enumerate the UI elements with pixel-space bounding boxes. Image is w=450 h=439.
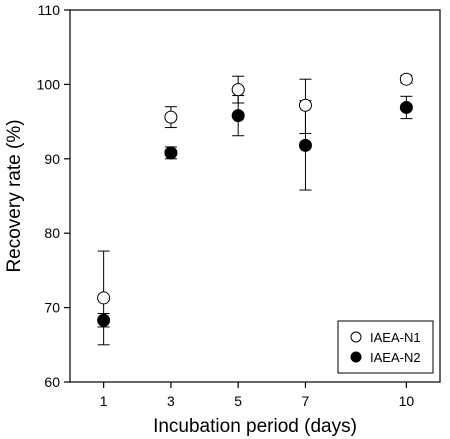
legend-label-iaea-n1: IAEA-N1 <box>370 330 421 345</box>
y-tick-label-80: 80 <box>44 225 60 241</box>
x-axis-label: Incubation period (days) <box>153 416 357 437</box>
point-iaea-n2-10 <box>399 100 413 114</box>
x-tick-label-10: 10 <box>399 393 415 409</box>
legend: IAEA-N1 IAEA-N2 <box>337 320 434 374</box>
plot-frame <box>69 9 441 383</box>
y-tick-label-110: 110 <box>38 2 61 18</box>
point-iaea-n2-1 <box>97 313 111 327</box>
legend-marker-iaea-n2 <box>350 351 362 363</box>
y-tick-label-90: 90 <box>44 151 60 167</box>
point-iaea-n1-7 <box>298 98 312 112</box>
y-axis-ticks: 60 70 80 90 100 110 <box>37 2 70 390</box>
y-tick-label-60: 60 <box>44 374 60 390</box>
x-tick-label-1: 1 <box>100 393 108 409</box>
point-iaea-n1-1 <box>97 291 111 305</box>
legend-box <box>337 320 434 374</box>
x-axis-ticks: 1 3 5 7 10 <box>100 382 415 409</box>
point-iaea-n2-5 <box>231 109 245 123</box>
x-tick-label-7: 7 <box>302 393 310 409</box>
point-iaea-n1-10 <box>399 72 413 86</box>
x-tick-label-5: 5 <box>234 393 242 409</box>
x-tick-label-3: 3 <box>167 393 175 409</box>
point-iaea-n1-3 <box>164 110 178 124</box>
legend-label-iaea-n2: IAEA-N2 <box>370 350 421 365</box>
y-tick-label-70: 70 <box>44 300 60 316</box>
point-iaea-n1-5 <box>231 83 245 97</box>
y-tick-label-100: 100 <box>37 76 61 92</box>
point-iaea-n2-7 <box>298 138 312 152</box>
data-marks <box>97 72 413 346</box>
legend-marker-iaea-n1 <box>350 331 362 343</box>
y-axis-label: Recovery rate (%) <box>4 119 25 272</box>
point-iaea-n2-3 <box>164 146 178 160</box>
